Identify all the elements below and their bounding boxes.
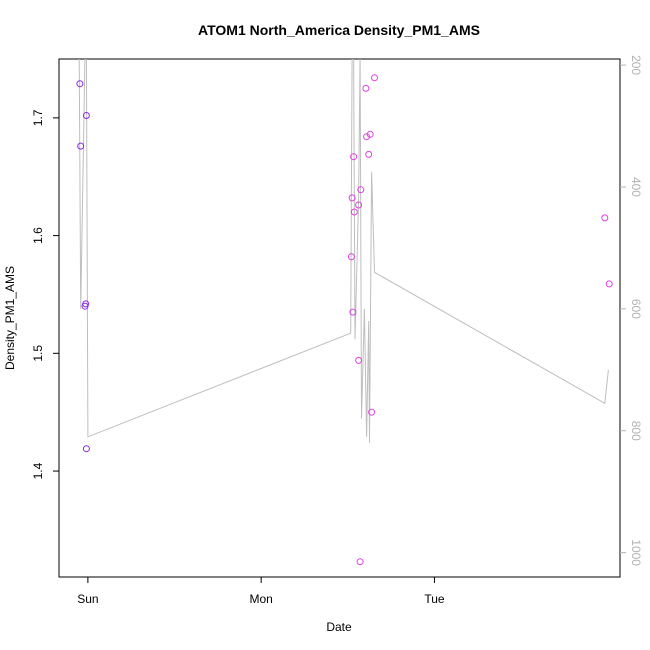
y-tick-label: 1.5 xyxy=(31,345,45,362)
data-point xyxy=(347,253,355,261)
y-tick-label: 1.6 xyxy=(31,227,45,244)
chart-title: ATOM1 North_America Density_PM1_AMS xyxy=(198,22,480,38)
left-y-axis: 1.4 1.5 1.6 1.7 xyxy=(31,109,59,479)
data-point xyxy=(350,153,358,161)
y-axis-label: Density_PM1_AMS xyxy=(3,266,17,370)
data-point xyxy=(348,194,356,202)
right-tick-label: 400 xyxy=(629,177,643,197)
data-point xyxy=(605,280,613,288)
x-tick-label: Mon xyxy=(249,592,272,606)
data-point xyxy=(77,142,85,150)
x-axis-label: Date xyxy=(326,620,352,634)
series-line xyxy=(78,59,609,443)
data-point xyxy=(357,186,365,194)
density-point-series xyxy=(76,74,613,566)
density-line-series xyxy=(78,59,609,443)
plot-frame xyxy=(58,58,621,578)
data-point xyxy=(355,201,363,209)
data-point xyxy=(366,130,374,138)
right-tick-label: 600 xyxy=(629,299,643,319)
data-point xyxy=(363,133,371,141)
data-point xyxy=(355,356,363,364)
data-point xyxy=(82,112,90,119)
x-axis: Sun Mon Tue xyxy=(77,577,445,606)
data-point xyxy=(365,150,373,158)
data-point xyxy=(76,80,84,88)
data-point xyxy=(362,84,370,92)
data-point xyxy=(350,208,358,216)
right-y-axis: 200 400 600 800 1000 xyxy=(620,55,643,566)
data-point xyxy=(371,74,378,82)
data-point xyxy=(356,558,364,566)
right-tick-label: 1000 xyxy=(629,539,643,566)
x-tick-label: Tue xyxy=(424,592,445,606)
y-tick-label: 1.4 xyxy=(31,462,45,479)
data-point xyxy=(349,308,357,316)
data-point xyxy=(601,214,609,222)
x-tick-label: Sun xyxy=(77,592,98,606)
data-point xyxy=(82,300,90,308)
y-tick-label: 1.7 xyxy=(31,109,45,126)
data-point xyxy=(368,408,376,416)
right-tick-label: 200 xyxy=(629,55,643,75)
data-point xyxy=(82,445,90,453)
right-tick-label: 800 xyxy=(629,421,643,441)
